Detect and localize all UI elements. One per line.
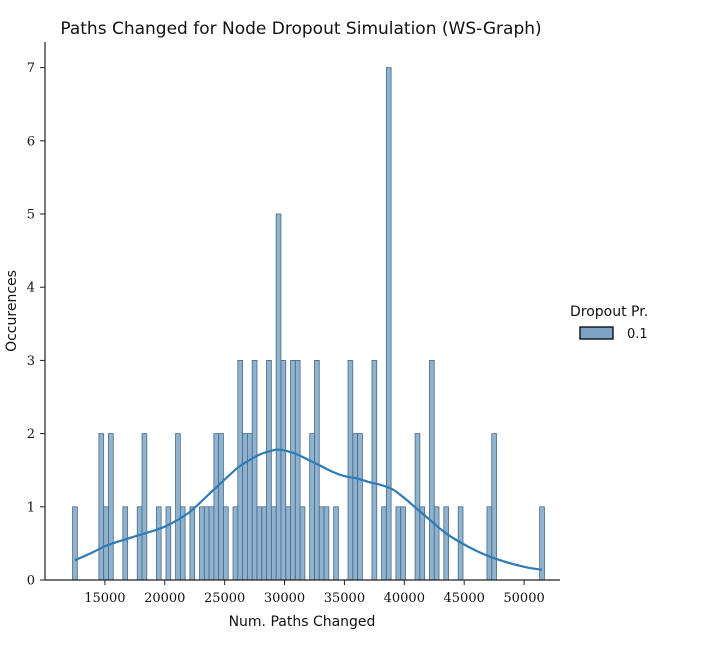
- histogram-bar: [98, 433, 105, 581]
- histogram-bar: [433, 506, 440, 581]
- histogram-bar: [256, 506, 263, 581]
- histogram-bar: [371, 360, 378, 581]
- histogram-bar: [395, 506, 402, 581]
- histogram-bar: [266, 360, 272, 581]
- histogram-bar: [251, 360, 258, 581]
- histogram-bar: [280, 360, 287, 581]
- histogram-bar: [213, 433, 220, 581]
- chart-title: Paths Changed for Node Dropout Simulatio…: [60, 19, 541, 39]
- histogram-bar: [285, 506, 291, 581]
- x-axis-label: Num. Paths Changed: [229, 614, 376, 630]
- y-tick-label: 3: [27, 354, 35, 369]
- x-tick-label: 15000: [84, 591, 125, 606]
- histogram-bar: [199, 506, 205, 581]
- histogram-bars: [72, 67, 545, 581]
- x-tick-label: 35000: [324, 591, 365, 606]
- y-axis-label: Occurences: [4, 270, 20, 352]
- x-tick-label: 45000: [444, 591, 485, 606]
- histogram-bar: [309, 433, 315, 581]
- histogram-bar: [261, 506, 267, 581]
- kde-curve: [74, 448, 543, 571]
- histogram-bar: [400, 506, 406, 581]
- histogram-bar: [122, 506, 129, 581]
- x-tick-label: 30000: [264, 591, 305, 606]
- y-tick-label: 4: [27, 281, 35, 296]
- histogram-bar: [223, 506, 229, 581]
- histogram-bar: [357, 433, 363, 581]
- y-tick-label: 0: [27, 574, 35, 589]
- histogram-bar: [294, 360, 301, 581]
- histogram-bar: [486, 506, 493, 581]
- axes: [44, 42, 560, 581]
- histogram-bar: [165, 506, 172, 581]
- histogram-bar: [189, 506, 196, 581]
- histogram-bar: [72, 506, 78, 581]
- x-tick-label: 50000: [503, 591, 544, 606]
- histogram-bar: [232, 506, 239, 581]
- histogram-bar: [136, 506, 143, 581]
- histogram-bar: [270, 506, 277, 581]
- kde-curve-group: [74, 448, 543, 571]
- histogram-bar: [299, 506, 306, 581]
- axis-ticks: 15000 20000 25000 30000 35000 40000 45000 50000…: [27, 61, 545, 606]
- histogram-bar: [352, 433, 358, 581]
- legend: Dropout Pr. 0.1: [570, 304, 648, 342]
- histogram-bar: [381, 506, 387, 581]
- y-tick-label: 1: [27, 500, 35, 515]
- histogram-bar: [419, 506, 426, 581]
- legend-title: Dropout Pr.: [570, 304, 648, 320]
- histogram-bar: [175, 433, 181, 581]
- histogram-bar: [385, 67, 392, 581]
- y-tick-label: 5: [27, 208, 35, 223]
- histogram-bar: [141, 433, 148, 581]
- histogram-bar: [318, 506, 325, 581]
- histogram-bar: [208, 506, 215, 581]
- histogram-bar: [242, 433, 248, 581]
- histogram-bar: [218, 433, 224, 581]
- histogram-bar: [247, 433, 253, 581]
- y-tick-label: 6: [27, 134, 35, 149]
- histogram-bar: [203, 506, 210, 581]
- histogram-bar: [333, 506, 339, 581]
- histogram-bar: [314, 360, 320, 581]
- histogram-bar: [103, 506, 109, 581]
- histogram-bar: [275, 213, 282, 581]
- y-tick-label: 2: [27, 427, 35, 442]
- legend-swatch: [579, 326, 614, 340]
- histogram-bar: [429, 360, 435, 581]
- legend-label: 0.1: [627, 327, 648, 342]
- histogram-bar: [323, 506, 330, 581]
- histogram-bar: [443, 506, 450, 581]
- x-tick-label: 40000: [384, 591, 425, 606]
- histogram-bar: [237, 360, 244, 581]
- histogram-bar: [155, 506, 162, 581]
- x-tick-label: 25000: [204, 591, 245, 606]
- x-tick-label: 20000: [144, 591, 185, 606]
- histogram-bar: [108, 433, 114, 581]
- y-tick-label: 7: [27, 61, 35, 76]
- histogram-bar: [290, 360, 296, 581]
- histogram-bar: [347, 360, 354, 581]
